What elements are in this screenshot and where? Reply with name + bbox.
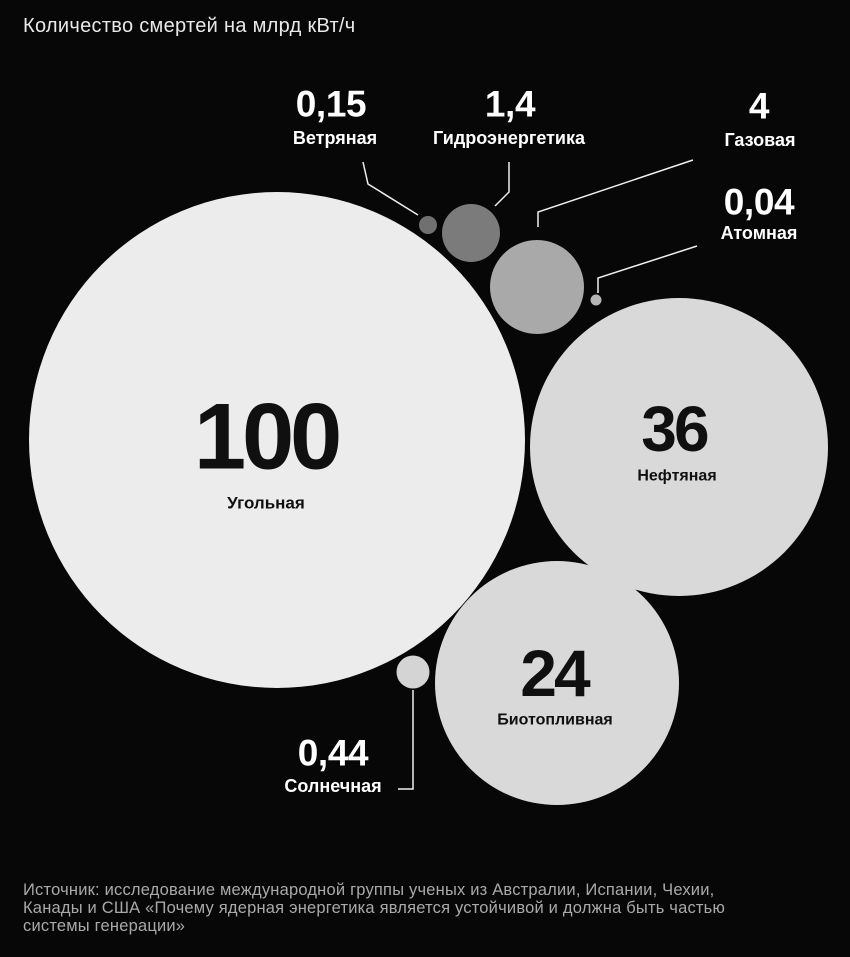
- bubble-wind-value: 0,15: [296, 84, 367, 125]
- bubble-coal-value: 100: [194, 384, 339, 489]
- bubble-gas-value: 4: [749, 86, 770, 127]
- source-line-1: Источник: исследование международной гру…: [23, 881, 715, 899]
- bubble-wind-label: Ветряная: [293, 128, 377, 148]
- bubble-solar-value: 0,44: [298, 733, 369, 774]
- bubble-biofuel-value: 24: [520, 636, 591, 710]
- bubble-hydro-value: 1,4: [485, 84, 536, 125]
- bubble-nuclear-value: 0,04: [724, 182, 795, 223]
- bubble-solar-label: Солнечная: [284, 776, 381, 796]
- leader-nuclear: [597, 245, 698, 293]
- bubble-biofuel-label: Биотопливная: [497, 712, 613, 729]
- bubble-gas-label: Газовая: [724, 130, 795, 150]
- bubble-solar: [396, 655, 430, 689]
- bubble-oil-value: 36: [641, 393, 708, 465]
- source-line-3: системы генерации»: [23, 917, 186, 935]
- bubble-coal-label: Угольная: [227, 494, 305, 513]
- bubble-coal: [29, 192, 525, 688]
- bubble-nuclear-label: Атомная: [721, 223, 798, 243]
- leader-wind: [362, 161, 419, 216]
- bubble-gas: [490, 240, 584, 334]
- source-line-2: Канады и США «Почему ядерная энергетика …: [23, 899, 726, 917]
- bubble-oil-label: Нефтяная: [637, 468, 716, 485]
- source-note: Источник: исследование международной гру…: [23, 881, 725, 935]
- leader-solar: [398, 690, 414, 790]
- bubble-hydro: [442, 204, 500, 262]
- bubble-biofuel: [435, 561, 679, 805]
- leader-gas: [537, 159, 694, 227]
- bubble-nuclear: [590, 294, 602, 306]
- bubble-oil: [530, 298, 828, 596]
- bubble-wind: [419, 216, 437, 234]
- leader-hydro: [494, 162, 510, 207]
- bubble-hydro-label: Гидроэнергетика: [433, 128, 586, 148]
- chart-title: Количество смертей на млрд кВт/ч: [23, 15, 356, 37]
